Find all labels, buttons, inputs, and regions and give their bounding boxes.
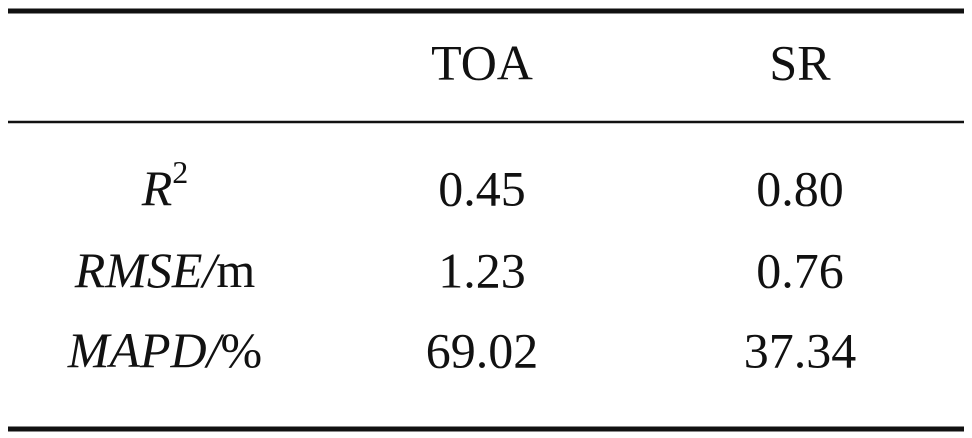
label-part: % <box>221 322 263 378</box>
label-part: 2 <box>172 154 188 190</box>
cell: 1.23 <box>438 242 526 298</box>
label-part: R <box>141 160 173 216</box>
column-header: SR <box>769 34 831 90</box>
cell: 69.02 <box>426 322 539 378</box>
column-header: TOA <box>431 34 533 90</box>
label-part: RMSE/ <box>74 242 221 298</box>
row-label: R2 <box>141 154 189 216</box>
cell: 0.76 <box>756 242 844 298</box>
cell: 37.34 <box>744 322 857 378</box>
label-part: m <box>216 242 255 298</box>
row-label: RMSE/m <box>74 242 256 298</box>
label-part: MAPD/ <box>67 322 225 378</box>
cell: 0.80 <box>756 160 844 216</box>
row-label: MAPD/% <box>67 322 262 378</box>
cell: 0.45 <box>438 160 526 216</box>
